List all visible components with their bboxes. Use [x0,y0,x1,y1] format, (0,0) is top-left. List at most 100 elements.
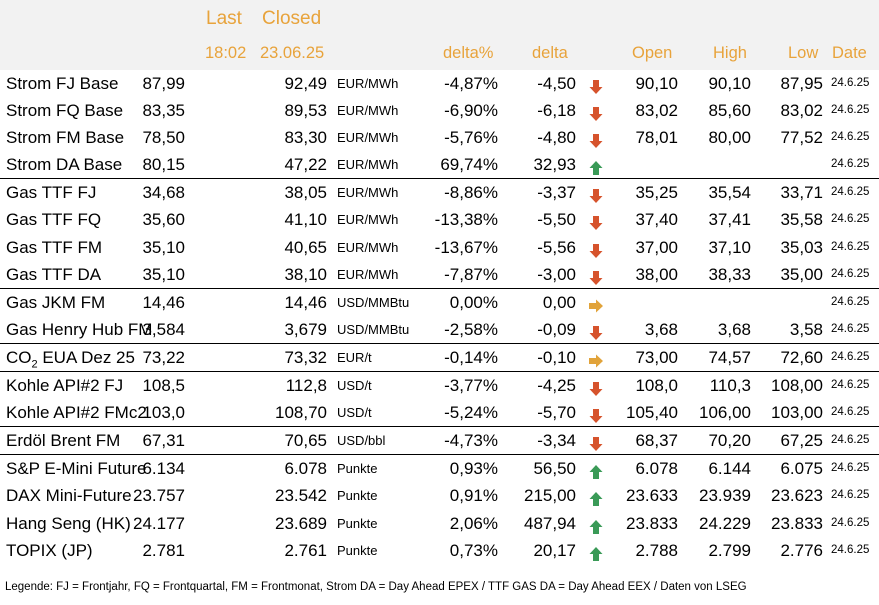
date-value: 24.6.25 [831,131,870,144]
last-value: 80,15 [142,155,185,175]
delta-header: delta [532,44,568,62]
open-value: 68,37 [635,431,678,451]
delta-pct-value: -5,24% [444,403,498,423]
arrow-down-icon [588,185,604,204]
unit-label: EUR/MWh [337,130,399,146]
table-row: Gas TTF FJ 34,68 38,05 EUR/MWh -8,86% -3,37 35… [0,178,879,206]
closed-header: Closed [262,8,322,29]
closed-date: 23.06.25 [260,44,325,62]
instrument-name: Hang Seng (HK) [6,513,131,533]
last-value: 35,60 [142,210,185,230]
unit-label: EUR/t [337,349,372,365]
delta-value: -5,56 [537,237,576,257]
open-value: 6.078 [635,459,678,479]
date-value: 24.6.25 [831,350,870,363]
table-row: Gas Henry Hub FM 3,584 3,679 USD/MMBtu -2,58… [0,316,879,343]
delta-pct-value: -6,90% [444,101,498,121]
open-value: 78,01 [635,128,678,148]
low-value: 33,71 [780,183,823,203]
table-row: Strom DA Base 80,15 47,22 EUR/MWh 69,74% 32,9… [0,151,879,178]
instrument-name: Strom FQ Base [6,101,124,121]
closed-value: 38,05 [284,183,327,203]
open-value: 83,02 [635,101,678,121]
instrument-name: Gas TTF FJ [6,183,97,203]
high-value: 106,00 [699,403,751,423]
closed-value: 73,32 [284,347,327,367]
table-row: Gas TTF DA 35,10 38,10 EUR/MWh -7,87% -3,00 38… [0,261,879,288]
last-value: 2.781 [142,540,185,560]
low-value: 23.623 [771,486,823,506]
unit-label: Punkte [337,542,378,558]
delta-value: -4,25 [537,376,576,396]
delta-value: 20,17 [533,540,576,560]
arrow-down-icon [588,103,604,122]
last-time: 18:02 [205,44,247,62]
table-row: Hang Seng (HK) 24.177 23.689 Punkte 2,06% 487… [0,510,879,537]
table-header: Last Closed 18:02 23.06.25 delta% delta … [0,0,879,70]
arrow-up-icon [588,461,604,480]
delta-pct-value: 0,91% [449,486,498,506]
delta-pct-value: 0,00% [449,292,498,312]
delta-pct-value: -5,76% [444,128,498,148]
delta-pct-value: -13,67% [434,237,498,257]
unit-label: USD/MMBtu [337,294,410,310]
open-value: 35,25 [635,183,678,203]
arrow-right-icon [588,350,604,368]
arrow-up-icon [588,543,604,561]
instrument-name: Gas TTF FQ [6,210,102,230]
last-value: 108,5 [142,376,185,396]
open-value: 90,10 [635,74,678,93]
open-value: 23.833 [626,513,678,533]
arrow-up-icon [588,516,604,534]
delta-pct-value: -4,87% [444,74,498,93]
high-value: 23.939 [699,486,751,506]
last-value: 87,99 [142,74,185,93]
closed-value: 6.078 [284,459,327,479]
high-value: 3,68 [717,319,751,339]
date-value: 24.6.25 [831,406,870,419]
closed-value: 83,30 [284,128,327,148]
high-value: 70,20 [708,431,751,451]
low-value: 35,00 [780,264,823,284]
low-value: 103,00 [771,403,823,423]
last-value: 14,46 [142,292,185,312]
table-row: Kohle API#2 FJ 108,5 112,8 USD/t -3,77% -4,25… [0,371,879,399]
low-value: 3,58 [789,319,823,339]
arrow-down-icon [588,267,604,285]
instrument-name: Erdöl Brent FM [6,431,121,451]
delta-value: -4,50 [537,74,576,93]
delta-pct-value: -2,58% [444,319,498,339]
instrument-name: DAX Mini-Future [6,486,132,506]
high-value: 80,00 [708,128,751,148]
delta-value: -0,10 [537,347,576,367]
date-value: 24.6.25 [831,489,870,502]
closed-value: 70,65 [284,431,327,451]
date-value: 24.6.25 [831,77,870,89]
closed-value: 23.689 [275,513,327,533]
arrow-down-icon [588,378,604,397]
table-row: Gas TTF FM 35,10 40,65 EUR/MWh -13,67% -5,56 3… [0,234,879,261]
delta-value: -5,50 [537,210,576,230]
delta-value: 32,93 [533,155,576,175]
open-value: 108,0 [635,376,678,396]
closed-value: 92,49 [284,74,327,93]
high-value: 38,33 [708,264,751,284]
low-value: 35,58 [780,210,823,230]
high-header: High [713,44,747,62]
date-value: 24.6.25 [831,104,870,117]
arrow-up-icon [588,157,604,176]
instrument-name: Strom FM Base [6,128,125,148]
low-value: 87,95 [780,74,823,93]
open-value: 2.788 [635,540,678,560]
table-row: DAX Mini-Future 23.757 23.542 Punkte 0,91% 21… [0,482,879,509]
open-value: 37,40 [635,210,678,230]
instrument-name: TOPIX (JP) [6,540,93,560]
closed-value: 41,10 [284,210,327,230]
date-value: 24.6.25 [831,516,870,529]
unit-label: EUR/MWh [337,157,399,173]
delta-value: 56,50 [533,459,576,479]
closed-value: 40,65 [284,237,327,257]
instrument-name: Gas TTF DA [6,264,102,284]
low-value: 108,00 [771,376,823,396]
delta-pct-value: -8,86% [444,183,498,203]
